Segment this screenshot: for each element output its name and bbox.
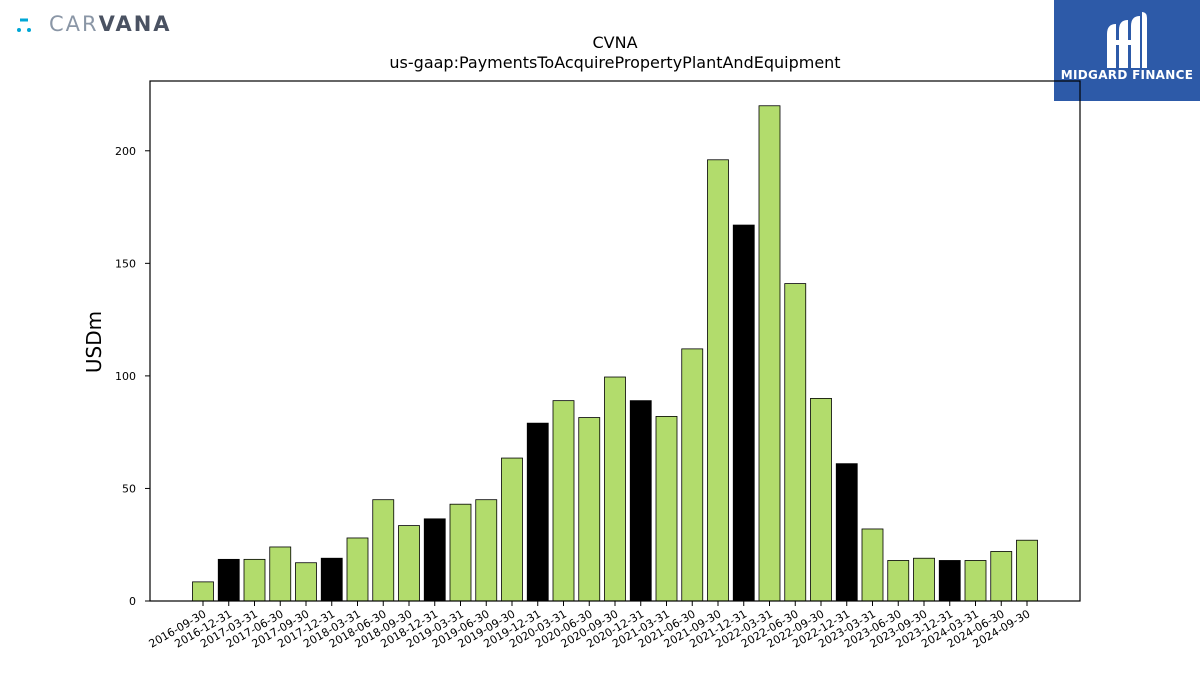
y-tick-label: 0 xyxy=(129,595,136,608)
carvana-logo: CARVANA xyxy=(5,5,172,43)
bar xyxy=(964,560,987,602)
bar xyxy=(578,417,601,602)
bar xyxy=(269,546,292,602)
carvana-wordmark: CARVANA xyxy=(49,5,172,43)
bar xyxy=(835,463,858,602)
y-tick-label: 50 xyxy=(122,482,136,495)
bar xyxy=(758,105,781,602)
bar xyxy=(913,557,935,602)
y-tick-label: 100 xyxy=(115,370,136,383)
bar xyxy=(501,457,523,602)
bar xyxy=(604,376,626,602)
bar xyxy=(295,562,317,602)
bar xyxy=(732,224,755,602)
y-axis: 0 50 100 150 200 xyxy=(115,145,150,608)
bar xyxy=(552,400,575,602)
bar xyxy=(372,499,395,602)
bar xyxy=(398,525,420,602)
x-axis: 2016-09-302016-12-312017-03-312017-06-30… xyxy=(147,601,1033,651)
midgard-wordmark: MIDGARD FINANCE xyxy=(1060,68,1194,82)
bar xyxy=(990,551,1013,602)
bar xyxy=(655,416,678,602)
bar xyxy=(320,557,343,602)
bar xyxy=(449,503,472,602)
bar xyxy=(526,422,549,602)
bar xyxy=(887,560,910,602)
bar xyxy=(192,581,214,602)
bar xyxy=(784,283,807,602)
bar xyxy=(707,159,729,602)
bar xyxy=(346,537,369,602)
y-tick-label: 150 xyxy=(115,257,136,270)
wordmark-part-b: VANA xyxy=(98,12,172,36)
bar xyxy=(629,400,652,602)
bar xyxy=(243,558,266,602)
y-tick-label: 200 xyxy=(115,145,136,158)
bar xyxy=(1016,539,1038,602)
plot-frame xyxy=(149,80,1081,602)
midgard-finance-logo: MIDGARD FINANCE xyxy=(1054,0,1200,101)
bar xyxy=(475,499,498,602)
bar xyxy=(861,528,884,602)
bar xyxy=(423,518,446,602)
midgard-mark-icon xyxy=(1107,12,1147,68)
bar xyxy=(217,558,240,602)
wordmark-part-a: CAR xyxy=(49,12,99,36)
bar xyxy=(681,348,704,602)
y-axis-label: USDm xyxy=(82,311,106,373)
bar xyxy=(938,560,961,602)
chart-subtitle: us-gaap:PaymentsToAcquirePropertyPlantAn… xyxy=(389,53,840,72)
car-icon xyxy=(5,6,42,43)
bar xyxy=(810,397,832,602)
chart-title: CVNA xyxy=(592,33,637,52)
bars-group xyxy=(192,105,1038,602)
